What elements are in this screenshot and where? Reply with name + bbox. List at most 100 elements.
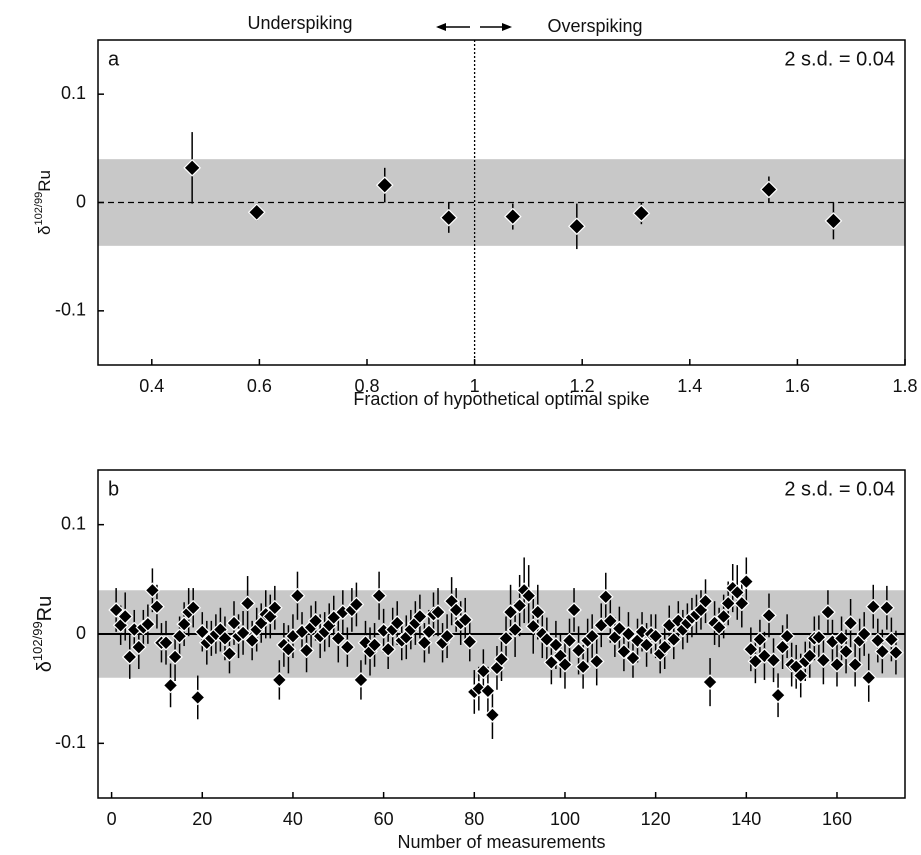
- data-point: [158, 634, 174, 651]
- data-point: [371, 587, 387, 604]
- panel-label: a: [108, 48, 120, 70]
- data-point: [602, 613, 619, 629]
- data-point: [507, 621, 523, 638]
- data-point: [774, 639, 791, 655]
- data-point: [888, 644, 904, 661]
- sd-label: 2 s.d. = 0.04: [784, 48, 895, 70]
- x-tick-label: 0.4: [139, 376, 164, 396]
- data-point: [883, 631, 900, 648]
- y-label-part: Ru: [34, 596, 56, 622]
- y-label-part: δ: [34, 661, 56, 672]
- data-point: [389, 615, 406, 631]
- data-point: [498, 630, 514, 647]
- data-point: [815, 652, 832, 669]
- data-point: [729, 584, 746, 601]
- x-tick-label: 160: [822, 809, 852, 829]
- data-point: [543, 654, 560, 671]
- data-point: [484, 707, 501, 723]
- data-point: [289, 587, 306, 604]
- sd-label: 2 s.d. = 0.04: [784, 478, 895, 500]
- x-tick-label: 1.6: [785, 376, 810, 396]
- data-point: [529, 604, 546, 620]
- data-point: [842, 615, 859, 631]
- x-tick-label: 140: [731, 809, 761, 829]
- data-point: [665, 631, 682, 648]
- annotation: Overspiking: [547, 16, 642, 36]
- data-point: [833, 630, 850, 647]
- data-point: [570, 642, 587, 659]
- data-point: [194, 623, 211, 640]
- data-point: [121, 649, 138, 665]
- x-tick-label: 60: [374, 809, 394, 829]
- data-point: [752, 631, 768, 648]
- x-tick-label: 1.8: [892, 376, 917, 396]
- data-point: [824, 212, 843, 230]
- data-point: [493, 651, 510, 667]
- data-point: [561, 632, 578, 649]
- data-point: [130, 639, 147, 655]
- data-point: [183, 158, 201, 177]
- arrow-head: [436, 23, 446, 31]
- data-point: [520, 587, 537, 604]
- data-point: [221, 645, 238, 662]
- data-point: [511, 597, 528, 614]
- data-point: [167, 649, 183, 665]
- x-axis-label: Number of measurements: [397, 832, 605, 852]
- data-point: [801, 648, 818, 664]
- data-point: [266, 599, 283, 616]
- data-point: [217, 630, 233, 647]
- y-tick-label: -0.1: [55, 732, 86, 752]
- data-point: [330, 630, 347, 647]
- data-point: [720, 595, 737, 612]
- data-point: [339, 639, 356, 655]
- data-point: [715, 608, 732, 625]
- data-point: [647, 628, 664, 645]
- data-point: [856, 626, 873, 642]
- data-point: [792, 667, 809, 684]
- data-point: [421, 623, 437, 640]
- data-point: [502, 604, 519, 620]
- data-point: [461, 633, 478, 650]
- data-point: [298, 642, 315, 659]
- data-point: [760, 180, 778, 199]
- data-point: [144, 582, 161, 599]
- data-point: [439, 208, 458, 227]
- data-point: [416, 634, 433, 651]
- data-point: [697, 593, 714, 610]
- data-point: [307, 613, 324, 629]
- x-tick-label: 1.4: [677, 376, 702, 396]
- y-label-part: 102/99: [30, 621, 45, 661]
- data-point: [375, 176, 394, 195]
- data-point: [820, 604, 836, 620]
- y-tick-label: 0: [76, 623, 86, 643]
- data-point: [761, 607, 777, 624]
- y-axis-label: δ102/99Ru: [30, 596, 56, 672]
- data-point: [557, 656, 573, 673]
- data-point: [738, 573, 755, 590]
- data-point: [117, 608, 134, 625]
- x-axis-label: Fraction of hypothetical optimal spike: [353, 389, 649, 409]
- data-point: [380, 641, 397, 658]
- data-point: [271, 672, 288, 688]
- data-point: [149, 598, 165, 615]
- data-point: [829, 656, 845, 673]
- x-tick-label: 100: [550, 809, 580, 829]
- data-point: [743, 641, 759, 658]
- x-tick-label: 80: [464, 809, 484, 829]
- data-point: [597, 588, 614, 605]
- data-point: [140, 616, 156, 633]
- data-point: [525, 618, 542, 635]
- y-label-part: 102/99: [33, 192, 45, 226]
- data-point: [638, 637, 655, 653]
- y-tick-label: 0.1: [61, 513, 86, 533]
- data-point: [588, 653, 605, 670]
- data-point: [575, 658, 591, 675]
- y-label-part: Ru: [35, 170, 54, 192]
- data-point: [171, 628, 188, 645]
- data-point: [448, 602, 465, 618]
- data-point: [770, 687, 786, 704]
- data-point: [480, 683, 496, 699]
- x-tick-label: 0: [107, 809, 117, 829]
- data-point: [247, 203, 266, 222]
